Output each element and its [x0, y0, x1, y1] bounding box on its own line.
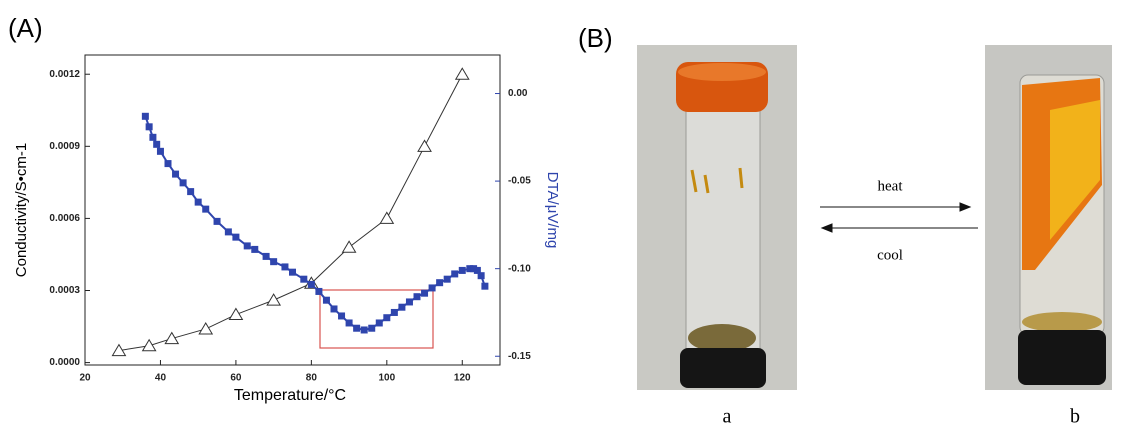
point [153, 140, 161, 148]
point [194, 198, 202, 206]
y-axis-label: Conductivity/S•cm-1 [13, 143, 30, 277]
y-tick-label: 0.0009 [49, 141, 80, 152]
x-tick-label: 40 [155, 373, 167, 384]
photo-b [985, 45, 1112, 390]
point [232, 233, 240, 241]
y-tick-label: 0.0006 [49, 213, 80, 224]
x-tick-label: 60 [230, 373, 242, 384]
point [428, 284, 436, 292]
point [458, 266, 466, 274]
arrow-label: cool [877, 247, 903, 263]
point [198, 321, 214, 335]
point [436, 279, 444, 287]
point [164, 160, 172, 168]
point [421, 289, 429, 297]
point [149, 133, 157, 141]
point [353, 324, 361, 332]
point [383, 314, 391, 322]
point [187, 188, 195, 196]
y2-tick-label: -0.10 [508, 263, 531, 274]
point [315, 287, 323, 295]
point [360, 326, 368, 334]
point [172, 170, 180, 178]
point [443, 275, 451, 283]
x-tick-label: 80 [306, 373, 318, 384]
y2-tick-label: 0.00 [508, 88, 528, 99]
point [481, 282, 489, 290]
point [281, 263, 289, 271]
y2-axis-label: DTA/μV/mg [544, 172, 561, 249]
plot-frame [84, 54, 501, 366]
photo-caption: b [1070, 406, 1080, 428]
point [141, 112, 149, 120]
point [413, 293, 421, 301]
y-tick-label: 0.0000 [49, 357, 80, 368]
arrows [820, 202, 978, 233]
y-tick-label: 0.0012 [49, 69, 80, 80]
x-tick-label: 20 [79, 373, 91, 384]
point [145, 123, 153, 131]
point [300, 275, 308, 283]
point [379, 211, 395, 224]
point [405, 298, 413, 306]
point [473, 266, 481, 274]
x-tick-label: 120 [454, 373, 471, 384]
point [141, 338, 157, 352]
x-tick-label: 100 [378, 373, 395, 384]
point [224, 228, 232, 236]
point [451, 270, 459, 278]
photo-a [637, 45, 797, 390]
point [251, 245, 259, 253]
point [375, 319, 383, 327]
highlight-box [319, 289, 434, 349]
series-line [144, 115, 486, 331]
point [345, 319, 353, 327]
x-axis-label: Temperature/°C [234, 387, 346, 404]
point [390, 308, 398, 316]
point [398, 303, 406, 311]
y2-tick-label: -0.05 [508, 176, 531, 187]
panel-label: (B) [578, 23, 613, 53]
panel-label: (A) [8, 13, 43, 43]
point [289, 268, 296, 276]
point [417, 139, 432, 152]
point [322, 296, 330, 304]
point [270, 258, 278, 266]
point [179, 179, 187, 187]
point [111, 343, 127, 357]
point [341, 240, 357, 253]
point [266, 293, 282, 306]
point [213, 217, 221, 225]
point [156, 147, 164, 155]
point [202, 205, 210, 213]
arrow-label: heat [878, 178, 904, 194]
point [307, 280, 315, 288]
point [338, 312, 346, 320]
y2-tick-label: -0.15 [508, 351, 531, 362]
y-tick-label: 0.0003 [49, 285, 80, 296]
series-line [118, 73, 463, 352]
point [477, 272, 485, 280]
point [228, 307, 244, 321]
point [368, 324, 376, 332]
photo-caption: a [723, 406, 732, 428]
point [454, 67, 470, 80]
point [330, 305, 338, 313]
point [262, 252, 270, 260]
point [470, 265, 478, 273]
point [243, 242, 251, 250]
point [164, 331, 180, 345]
point [466, 265, 474, 273]
